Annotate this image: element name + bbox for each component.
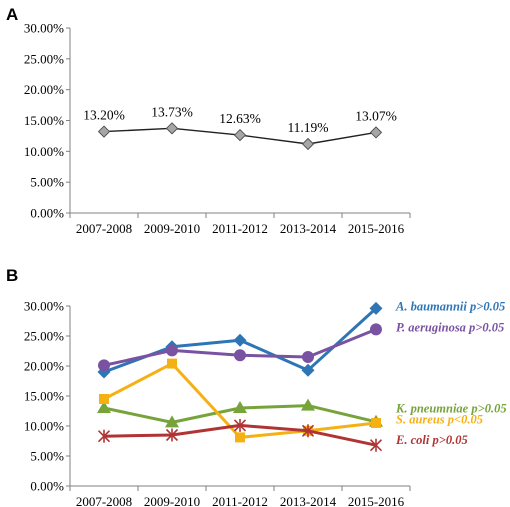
data-point bbox=[165, 122, 179, 135]
data-point bbox=[369, 301, 383, 315]
x-tick-label: 2007-2008 bbox=[76, 494, 132, 507]
panel-b-letter: B bbox=[6, 266, 18, 285]
data-point bbox=[370, 323, 382, 336]
data-label: 13.20% bbox=[83, 108, 125, 123]
x-tick-label: 2013-2014 bbox=[280, 221, 337, 236]
data-point bbox=[235, 432, 245, 443]
data-point bbox=[167, 358, 177, 369]
data-point bbox=[301, 137, 315, 151]
x-tick-label: 2009-2010 bbox=[144, 221, 200, 236]
data-point bbox=[97, 429, 111, 443]
y-tick-label: 30.00% bbox=[24, 299, 64, 314]
x-tick-label: 2011-2012 bbox=[212, 221, 268, 236]
series-label: P. aeruginosa p>0.05 bbox=[396, 320, 504, 334]
data-point bbox=[97, 125, 111, 138]
data-point bbox=[98, 359, 110, 372]
chart-a: 0.00% 5.00% 10.00% 15.00% 20.00% 25.00% 30.00%… bbox=[24, 21, 411, 236]
panel-a-letter: A bbox=[6, 5, 18, 24]
y-tick-label: 5.00% bbox=[30, 449, 64, 464]
data-point bbox=[234, 349, 246, 362]
y-tick-label: 20.00% bbox=[24, 82, 64, 97]
x-tick-label: 2009-2010 bbox=[144, 494, 200, 507]
y-tick-label: 10.00% bbox=[24, 419, 64, 434]
data-point bbox=[371, 418, 381, 428]
x-tick-label: 2015-2016 bbox=[348, 221, 405, 236]
data-point bbox=[302, 351, 314, 363]
series-label: E. coli p>0.05 bbox=[395, 433, 468, 447]
series-group bbox=[97, 301, 383, 379]
data-point bbox=[369, 438, 383, 452]
data-point bbox=[165, 428, 179, 442]
series-group bbox=[98, 323, 382, 372]
data-point bbox=[301, 398, 315, 411]
y-tick-label: 15.00% bbox=[24, 389, 64, 404]
data-point bbox=[233, 418, 247, 432]
data-point bbox=[166, 344, 178, 357]
data-point bbox=[301, 424, 315, 438]
y-tick-label: 30.00% bbox=[24, 21, 64, 36]
series-group bbox=[97, 418, 383, 452]
data-point bbox=[233, 333, 247, 347]
y-tick-label: 0.00% bbox=[30, 206, 64, 221]
x-tick-label: 2015-2016 bbox=[348, 494, 405, 507]
data-point bbox=[369, 126, 383, 139]
series-label: K. pneumniae p>0.05 bbox=[395, 402, 507, 416]
series-label: A. baumannii p>0.05 bbox=[395, 299, 505, 313]
data-point bbox=[233, 128, 247, 142]
data-point bbox=[165, 415, 179, 428]
y-tick-label: 25.00% bbox=[24, 329, 64, 344]
data-point bbox=[233, 401, 247, 413]
data-point bbox=[301, 363, 315, 377]
x-tick-label: 2013-2014 bbox=[280, 494, 337, 507]
y-tick-label: 20.00% bbox=[24, 359, 64, 374]
y-tick-label: 25.00% bbox=[24, 51, 64, 66]
data-label: 11.19% bbox=[287, 120, 328, 135]
data-label: 13.73% bbox=[151, 104, 193, 119]
data-label: 12.63% bbox=[219, 111, 261, 126]
series-label: S. aureus p<0.05 bbox=[396, 412, 483, 426]
data-point bbox=[99, 394, 109, 404]
data-point bbox=[97, 401, 111, 413]
y-tick-label: 10.00% bbox=[24, 144, 64, 159]
x-tick-label: 2011-2012 bbox=[212, 494, 268, 507]
x-tick-label: 2007-2008 bbox=[76, 221, 132, 236]
y-tick-label: 0.00% bbox=[30, 479, 64, 494]
chart-b: 0.00% 5.00% 10.00% 15.00% 20.00% 25.00% 30.00%… bbox=[24, 299, 507, 507]
y-tick-label: 15.00% bbox=[24, 113, 64, 128]
y-tick-label: 5.00% bbox=[30, 175, 64, 190]
data-label: 13.07% bbox=[355, 108, 397, 123]
